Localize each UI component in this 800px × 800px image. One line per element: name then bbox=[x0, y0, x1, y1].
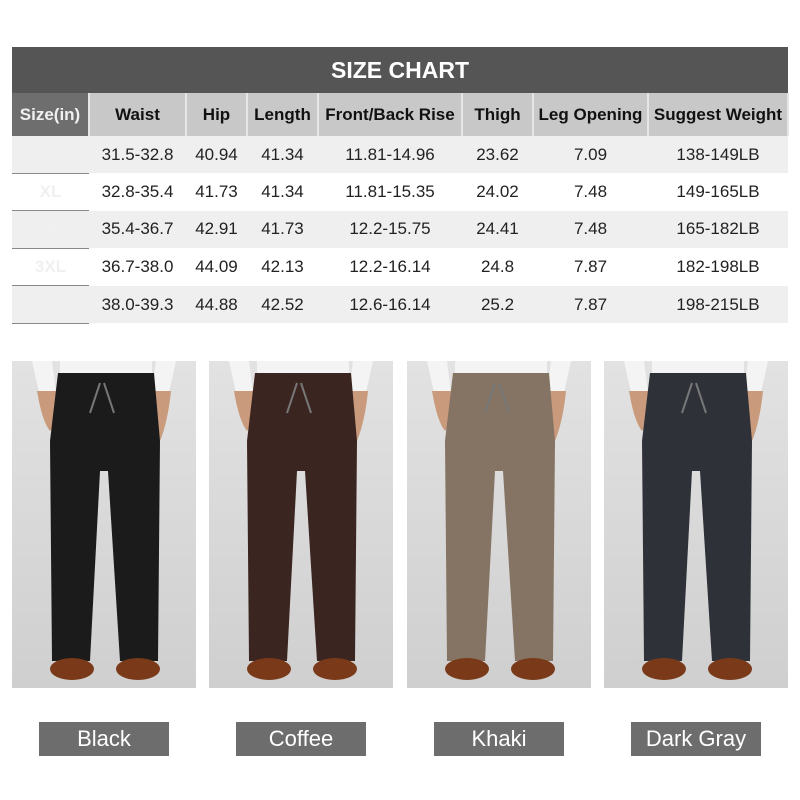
value-cell: 24.02 bbox=[462, 173, 533, 211]
table-row: XL 32.8-35.4 41.73 41.34 11.81-15.35 24.02 7.4… bbox=[12, 173, 788, 212]
product-photo-coffee bbox=[209, 361, 393, 688]
value-cell: 11.81-14.96 bbox=[318, 136, 462, 174]
value-cell: 31.5-32.8 bbox=[89, 136, 186, 174]
value-cell: 165-182LB bbox=[648, 210, 788, 249]
table-row: 2XL 35.4-36.7 42.91 41.73 12.2-15.75 24.41 7.4… bbox=[12, 210, 788, 249]
value-cell: 24.8 bbox=[462, 248, 533, 286]
value-cell: 12.6-16.14 bbox=[318, 285, 462, 324]
column-header: Hip bbox=[186, 93, 248, 136]
value-cell: 7.87 bbox=[533, 285, 648, 324]
value-cell: 41.34 bbox=[247, 173, 318, 211]
value-cell: 44.09 bbox=[186, 248, 247, 286]
value-cell: 11.81-15.35 bbox=[318, 173, 462, 211]
value-cell: 41.73 bbox=[186, 173, 247, 211]
size-cell: 4XL bbox=[12, 285, 89, 324]
value-cell: 7.48 bbox=[533, 173, 648, 211]
value-cell: 41.34 bbox=[247, 136, 318, 174]
color-label: Black bbox=[39, 722, 169, 756]
value-cell: 198-215LB bbox=[648, 285, 788, 324]
value-cell: 42.91 bbox=[186, 210, 247, 249]
column-header: Waist bbox=[89, 93, 187, 136]
size-cell: 2XL bbox=[12, 210, 89, 249]
value-cell: 38.0-39.3 bbox=[89, 285, 186, 324]
color-label: Dark Gray bbox=[631, 722, 761, 756]
color-label: Khaki bbox=[434, 722, 564, 756]
value-cell: 24.41 bbox=[462, 210, 533, 249]
value-cell: 23.62 bbox=[462, 136, 533, 174]
value-cell: 12.2-16.14 bbox=[318, 248, 462, 286]
value-cell: 42.13 bbox=[247, 248, 318, 286]
column-header: Size(in) bbox=[12, 93, 90, 136]
size-cell: L bbox=[12, 136, 89, 174]
size-chart-table: Size(in) Waist Hip Length Front/Back Rise Thi… bbox=[12, 93, 789, 324]
column-header: Suggest Weight bbox=[648, 93, 789, 136]
value-cell: 7.48 bbox=[533, 210, 648, 249]
table-row: 4XL 38.0-39.3 44.88 42.52 12.6-16.14 25.2 7.87… bbox=[12, 285, 788, 324]
value-cell: 40.94 bbox=[186, 136, 247, 174]
column-header: Length bbox=[247, 93, 319, 136]
value-cell: 138-149LB bbox=[648, 136, 788, 174]
size-chart-title: SIZE CHART bbox=[12, 47, 788, 93]
value-cell: 44.88 bbox=[186, 285, 247, 324]
size-cell: 3XL bbox=[12, 248, 89, 287]
value-cell: 182-198LB bbox=[648, 248, 788, 286]
product-photo-khaki bbox=[407, 361, 591, 688]
table-row: 3XL 36.7-38.0 44.09 42.13 12.2-16.14 24.8 7.87… bbox=[12, 248, 788, 287]
size-cell: XL bbox=[12, 173, 89, 212]
value-cell: 32.8-35.4 bbox=[89, 173, 186, 211]
column-header: Leg Opening bbox=[533, 93, 649, 136]
value-cell: 7.87 bbox=[533, 248, 648, 286]
value-cell: 41.73 bbox=[247, 210, 318, 249]
product-photo-black bbox=[12, 361, 196, 688]
value-cell: 7.09 bbox=[533, 136, 648, 174]
product-photo-dark-gray bbox=[604, 361, 788, 688]
value-cell: 12.2-15.75 bbox=[318, 210, 462, 249]
value-cell: 42.52 bbox=[247, 285, 318, 324]
column-header: Front/Back Rise bbox=[318, 93, 463, 136]
value-cell: 35.4-36.7 bbox=[89, 210, 186, 249]
column-header: Thigh bbox=[462, 93, 534, 136]
value-cell: 149-165LB bbox=[648, 173, 788, 211]
color-label: Coffee bbox=[236, 722, 366, 756]
table-row: L 31.5-32.8 40.94 41.34 11.81-14.96 23.62 7.09… bbox=[12, 136, 788, 174]
value-cell: 36.7-38.0 bbox=[89, 248, 186, 286]
header-row: Size(in) Waist Hip Length Front/Back Rise Thi… bbox=[12, 93, 789, 136]
value-cell: 25.2 bbox=[462, 285, 533, 324]
